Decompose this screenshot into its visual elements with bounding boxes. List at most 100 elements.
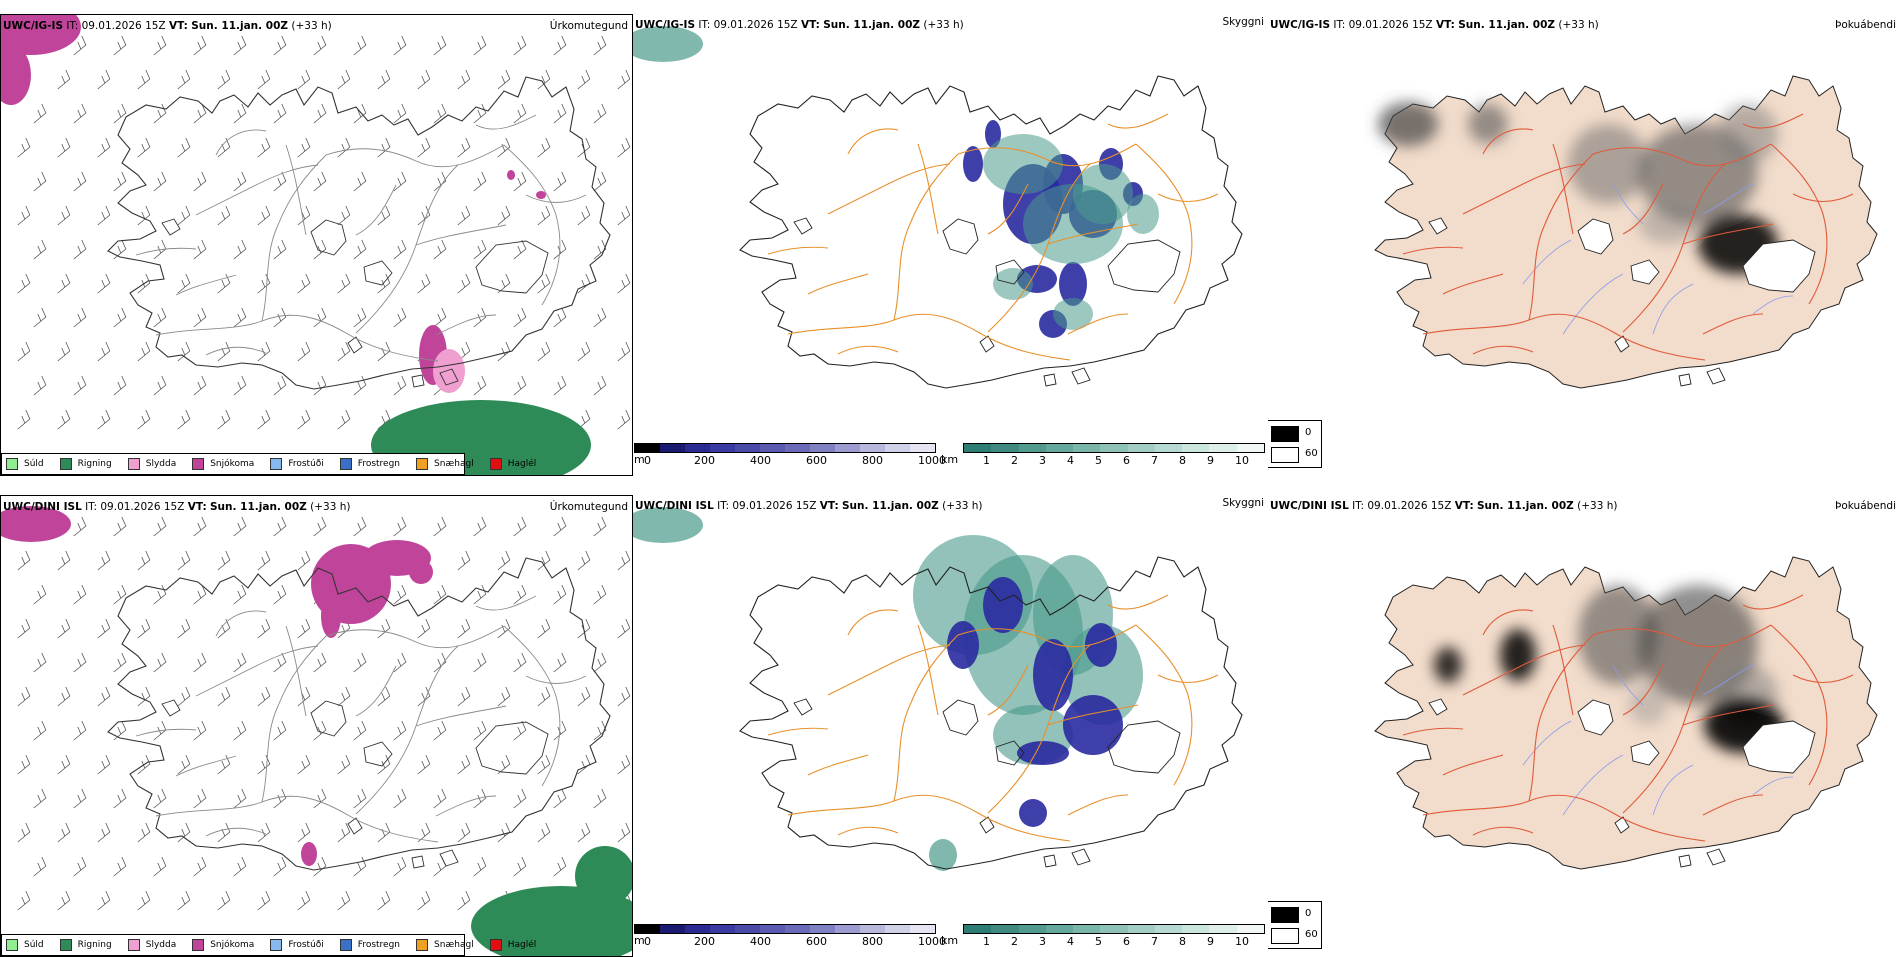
panel-header: UWC/IG-IS IT: 09.01.2026 15Z VT: Sun. 11… bbox=[635, 19, 964, 31]
fog-legend-swatch-0 bbox=[1271, 907, 1299, 923]
glacier-2 bbox=[995, 259, 1025, 285]
road-5 bbox=[1622, 163, 1726, 333]
lead-time: (+33 h) bbox=[310, 501, 351, 513]
glacier-2 bbox=[1630, 740, 1660, 766]
road-1 bbox=[1528, 153, 1594, 321]
height-tick: 0 bbox=[644, 935, 651, 948]
glacier-3 bbox=[793, 217, 813, 235]
km-tick: 4 bbox=[1067, 935, 1074, 948]
road-4 bbox=[195, 645, 319, 697]
vt-value: Sun. 11.jan. 00Z bbox=[191, 20, 289, 32]
legend-swatch bbox=[6, 939, 18, 951]
glacier-outlines bbox=[793, 217, 1181, 387]
river-5 bbox=[1752, 295, 1794, 315]
legend-item-1: Rigning bbox=[59, 458, 112, 470]
road-7 bbox=[1047, 704, 1139, 726]
legend-swatch bbox=[489, 939, 502, 951]
road-6 bbox=[1442, 273, 1504, 295]
glacier-2 bbox=[1630, 259, 1660, 285]
km-unit: km bbox=[941, 453, 959, 466]
legend-label: Rigning bbox=[77, 940, 112, 950]
road-0 bbox=[787, 313, 1071, 361]
road-15 bbox=[1702, 313, 1764, 335]
it-label: IT: bbox=[698, 19, 711, 31]
model-name: UWC/DINI ISL bbox=[1270, 500, 1349, 512]
road-13 bbox=[1792, 193, 1854, 202]
road-14 bbox=[135, 728, 197, 737]
glacier-6 bbox=[1043, 373, 1057, 387]
legend-swatch bbox=[59, 458, 72, 470]
legend-item-2: Slydda bbox=[127, 458, 176, 470]
km-tick: 6 bbox=[1123, 454, 1130, 467]
legend-label: Frostúði bbox=[288, 459, 324, 469]
glacier-6 bbox=[1678, 373, 1692, 387]
legend-swatch bbox=[270, 939, 283, 951]
road-6 bbox=[1442, 754, 1504, 776]
km-tick: 10 bbox=[1235, 454, 1249, 467]
height-tick: 400 bbox=[750, 454, 771, 467]
km-tick: 8 bbox=[1179, 454, 1186, 467]
road-11 bbox=[355, 184, 397, 236]
glacier-4 bbox=[1614, 816, 1630, 834]
glacier-5 bbox=[1706, 367, 1726, 385]
road-4 bbox=[827, 163, 951, 215]
road-12 bbox=[837, 826, 899, 836]
height-colorbar: 0 200 400 600 800 1000 m bbox=[634, 443, 946, 468]
iceland-outline bbox=[739, 75, 1243, 389]
glacier-1 bbox=[1742, 239, 1816, 293]
legend-swatch bbox=[489, 458, 502, 470]
glacier-3 bbox=[161, 218, 181, 236]
river-1 bbox=[1652, 764, 1694, 816]
glacier-3 bbox=[1428, 217, 1448, 235]
river-4 bbox=[1702, 664, 1754, 696]
road-11 bbox=[1622, 664, 1664, 716]
road-1 bbox=[893, 153, 959, 321]
glacier-6 bbox=[411, 855, 425, 869]
visibility-map: 795 bbox=[633, 507, 1243, 871]
road-14 bbox=[1402, 727, 1464, 736]
road-9 bbox=[847, 128, 899, 155]
glacier-1 bbox=[1742, 720, 1816, 774]
road-4 bbox=[1462, 644, 1586, 696]
road-0 bbox=[155, 314, 439, 362]
legend-label: Súld bbox=[24, 940, 44, 950]
road-0 bbox=[155, 795, 439, 843]
fog-legend-swatch-0 bbox=[1271, 426, 1299, 442]
legend-item-5: Frostregn bbox=[339, 939, 400, 951]
km-tick: 4 bbox=[1067, 454, 1074, 467]
it-value: 09.01.2026 15Z bbox=[1367, 500, 1452, 512]
glacier-6 bbox=[411, 374, 425, 388]
fog-legend: 0 60 bbox=[1268, 901, 1322, 949]
vt-value: Sun. 11.jan. 00Z bbox=[823, 19, 921, 31]
road-9 bbox=[1482, 128, 1534, 155]
glacier-4 bbox=[347, 336, 363, 354]
wind-barbs bbox=[17, 35, 631, 430]
road-8 bbox=[1552, 143, 1574, 235]
river-0 bbox=[1562, 273, 1624, 335]
precip-type-panel: UWC/IG-IS IT: 09.01.2026 15Z VT: Sun. 11… bbox=[0, 14, 633, 476]
km-tick: 2 bbox=[1011, 935, 1018, 948]
wind-barbs bbox=[17, 516, 631, 911]
visibility-value-label: 993 bbox=[709, 34, 728, 44]
road-7 bbox=[415, 705, 507, 727]
glacier-1 bbox=[1107, 720, 1181, 774]
fog-title: Þokuábendi bbox=[1835, 19, 1896, 31]
vt-label: VT: bbox=[800, 19, 820, 31]
height-unit: m bbox=[634, 934, 645, 947]
river-4 bbox=[1702, 183, 1754, 215]
iceland-outline bbox=[739, 556, 1243, 870]
road-13 bbox=[1157, 193, 1219, 202]
glacier-outlines bbox=[161, 699, 549, 869]
height-tick: 200 bbox=[694, 935, 715, 948]
road-network bbox=[135, 595, 587, 843]
road-11 bbox=[987, 183, 1029, 235]
km-tick: 3 bbox=[1039, 935, 1046, 948]
it-value: 09.01.2026 15Z bbox=[1348, 19, 1433, 31]
height-colorbar: 0 200 400 600 800 1000 m bbox=[634, 924, 946, 949]
glacier-0 bbox=[310, 219, 347, 256]
visibility-value-label: 795 bbox=[709, 515, 728, 525]
road-3 bbox=[503, 144, 561, 306]
legend-item-4: Frostúði bbox=[270, 939, 324, 951]
glacier-1 bbox=[475, 240, 549, 294]
glacier-4 bbox=[979, 335, 995, 353]
